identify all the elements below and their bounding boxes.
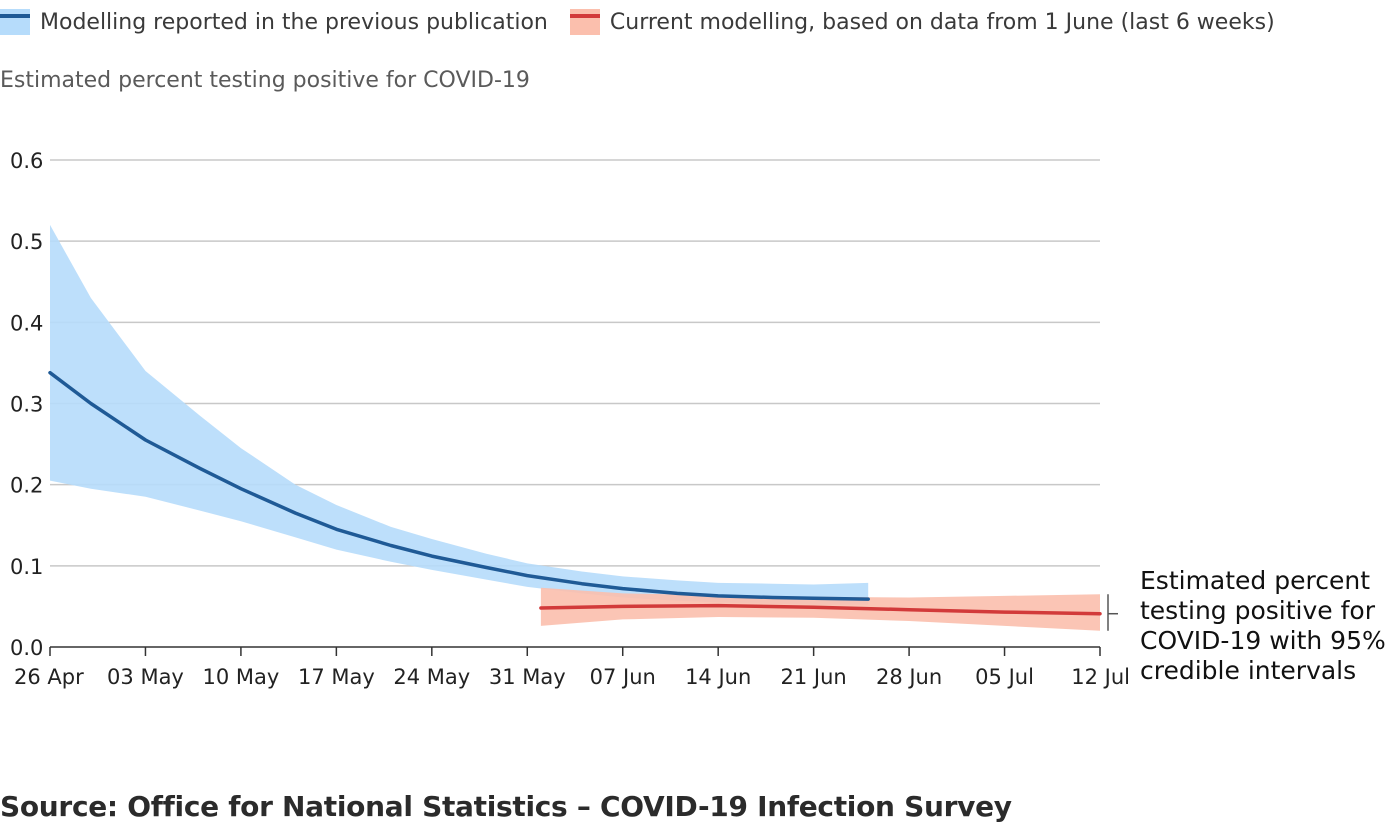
legend-swatch-current [569,9,600,35]
x-tick-label: 10 May [203,665,280,689]
y-tick-label: 0.6 [10,149,43,173]
x-tick-label: 28 Jun [876,665,942,689]
source-note: Source: Office for National Statistics –… [0,790,1012,823]
x-tick-label: 24 May [393,665,470,689]
series-line-previous [48,370,870,601]
y-tick-label: 0.0 [10,636,43,660]
confidence-band-current [540,587,1100,631]
y-tick-label: 0.5 [10,230,43,254]
x-tick-label: 03 May [107,665,184,689]
x-tick-label: 21 Jun [781,665,847,689]
legend-label-current: Current modelling, based on data from 1 … [609,9,1275,35]
y-tick-label: 0.2 [10,474,43,498]
legend-label-previous: Modelling reported in the previous publi… [40,9,548,35]
y-tick-label: 0.4 [10,311,43,335]
legend-swatch-previous [0,9,30,35]
x-tick-label: 05 Jul [975,665,1034,689]
x-tick-label: 26 Apr [14,665,84,689]
x-tick-label: 14 Jun [685,665,751,689]
legend-item-previous[interactable]: Modelling reported in the previous publi… [0,9,548,35]
x-tick-label: 12 Jul [1071,665,1130,689]
chart-annotation: Estimated percent testing positive for C… [1140,566,1386,685]
chart-legend: Modelling reported in the previous publi… [0,6,1297,38]
x-tick-label: 07 Jun [590,665,656,689]
legend-item-current[interactable]: Current modelling, based on data from 1 … [569,9,1275,35]
confidence-band-previous [50,224,869,605]
y-tick-label: 0.1 [10,555,43,579]
y-axis-title: Estimated percent testing positive for C… [0,68,530,93]
x-tick-label: 31 May [489,665,566,689]
x-tick-label: 17 May [298,665,375,689]
series-line-current [539,603,1102,616]
y-tick-label: 0.3 [10,393,43,417]
